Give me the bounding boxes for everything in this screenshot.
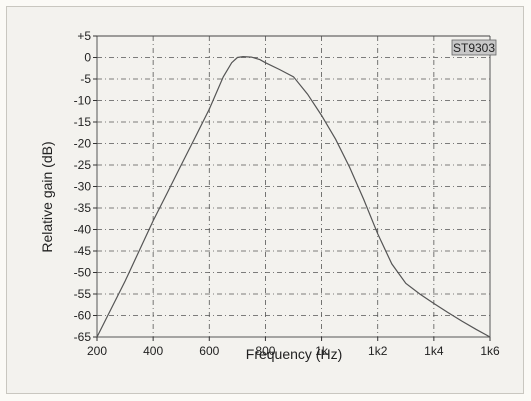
y-tick-label: -15	[74, 115, 92, 129]
y-tick-label: +5	[77, 29, 91, 43]
x-axis-ticks: 200 400 600 800 1k 1k2 1k4 1k6	[87, 337, 500, 358]
y-tick-label: -40	[74, 223, 92, 237]
annotation-label: ST9303	[453, 41, 495, 55]
x-tick-label: 400	[143, 344, 163, 358]
y-tick-label: -55	[74, 287, 92, 301]
y-tick-label: -60	[74, 309, 92, 323]
y-tick-label: -30	[74, 180, 92, 194]
y-tick-label: -35	[74, 201, 92, 215]
y-tick-label: -45	[74, 244, 92, 258]
annotation-box: ST9303	[451, 39, 497, 56]
y-tick-label: 0	[84, 51, 91, 65]
x-tick-label: 1k2	[368, 344, 388, 358]
y-tick-label: -65	[74, 330, 92, 344]
x-tick-label: 200	[87, 344, 107, 358]
x-tick-label: 1k	[315, 344, 329, 358]
y-tick-label: -10	[74, 94, 92, 108]
y-axis-ticks: +5 0 -5 -10 -15 -20 -25 -30 -35 -40 -45 -50 -55 -60 -6…	[74, 29, 97, 344]
y-tick-label: -5	[80, 72, 91, 86]
response-curve	[96, 55, 491, 338]
x-tick-label: 1k6	[480, 344, 500, 358]
x-axis-label: Frequency (Hz)	[246, 346, 342, 362]
grid	[96, 35, 491, 338]
chart-frame	[6, 6, 524, 394]
x-tick-label: 600	[199, 344, 219, 358]
x-tick-label: 800	[255, 344, 275, 358]
y-tick-label: -50	[74, 266, 92, 280]
x-tick-label: 1k4	[424, 344, 444, 358]
annotation-background	[451, 39, 497, 56]
y-tick-label: -25	[74, 158, 92, 172]
y-axis-label: Relative gain (dB)	[39, 141, 55, 252]
y-tick-label: -20	[74, 137, 92, 151]
